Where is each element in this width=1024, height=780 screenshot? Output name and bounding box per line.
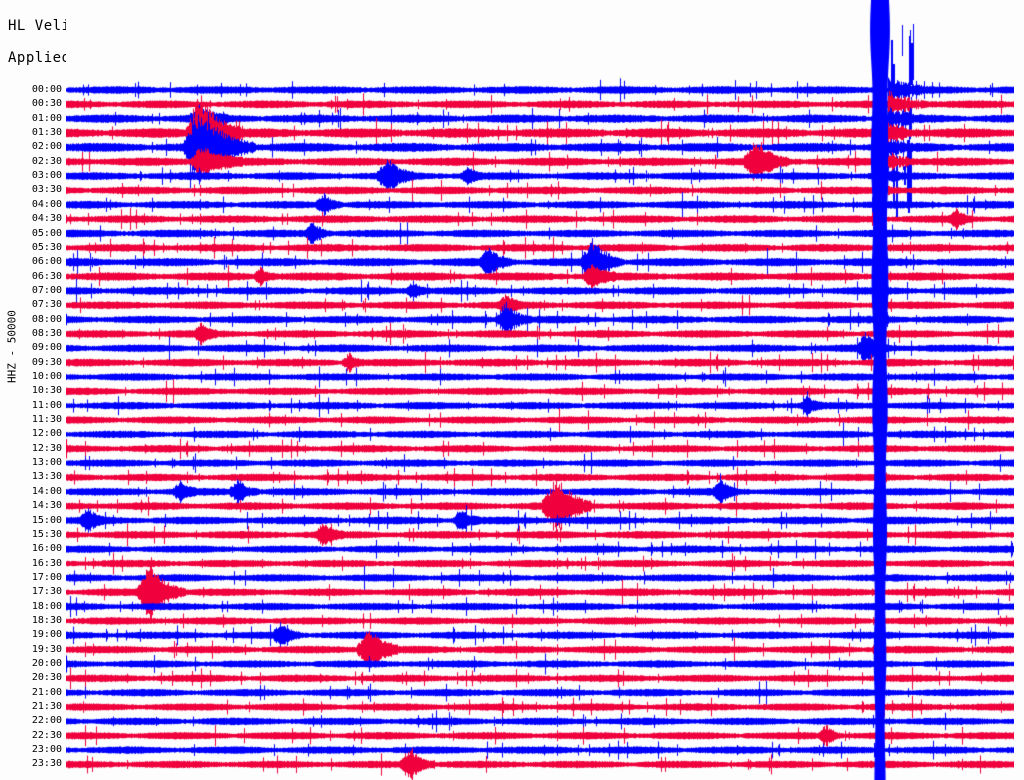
time-tick-label: 18:30 bbox=[31, 614, 62, 626]
time-tick-label: 14:30 bbox=[31, 500, 62, 512]
time-tick-label: 02:30 bbox=[31, 155, 62, 167]
time-tick-label: 05:30 bbox=[31, 241, 62, 253]
time-tick-label: 12:00 bbox=[31, 428, 62, 440]
time-tick-label: 02:00 bbox=[31, 141, 62, 153]
time-tick-label: 06:30 bbox=[31, 270, 62, 282]
time-tick-label: 19:30 bbox=[31, 643, 62, 655]
time-tick-label: 21:00 bbox=[31, 686, 62, 698]
time-tick-label: 11:00 bbox=[31, 399, 62, 411]
time-tick-label: 14:00 bbox=[31, 485, 62, 497]
time-tick-label: 00:30 bbox=[31, 98, 62, 110]
time-tick-label: 01:00 bbox=[31, 112, 62, 124]
time-tick-label: 12:30 bbox=[31, 442, 62, 454]
time-tick-label: 23:00 bbox=[31, 744, 62, 756]
time-tick-label: 23:30 bbox=[31, 758, 62, 770]
time-tick-label: 06:00 bbox=[31, 256, 62, 268]
time-tick-label: 22:00 bbox=[31, 715, 62, 727]
time-tick-label: 08:30 bbox=[31, 327, 62, 339]
time-tick-label: 13:30 bbox=[31, 471, 62, 483]
time-tick-label: 17:00 bbox=[31, 571, 62, 583]
time-tick-label: 10:30 bbox=[31, 385, 62, 397]
time-tick-label: 19:00 bbox=[31, 629, 62, 641]
time-tick-label: 09:00 bbox=[31, 342, 62, 354]
time-tick-label: 04:00 bbox=[31, 198, 62, 210]
time-tick-label: 03:30 bbox=[31, 184, 62, 196]
time-tick-label: 07:30 bbox=[31, 299, 62, 311]
time-tick-label: 05:00 bbox=[31, 227, 62, 239]
time-tick-label: 15:00 bbox=[31, 514, 62, 526]
time-tick-label: 13:00 bbox=[31, 457, 62, 469]
time-tick-label: 17:30 bbox=[31, 586, 62, 598]
seismogram-canvas bbox=[66, 0, 1014, 780]
time-tick-label: 04:30 bbox=[31, 213, 62, 225]
time-tick-label: 16:00 bbox=[31, 543, 62, 555]
time-tick-label: 01:30 bbox=[31, 127, 62, 139]
time-tick-label: 18:00 bbox=[31, 600, 62, 612]
time-tick-label: 20:30 bbox=[31, 672, 62, 684]
time-axis: 00:00 00:30 01:00 01:30 02:00 02:30 03:00 03:30… bbox=[0, 0, 64, 780]
time-tick-label: 00:00 bbox=[31, 84, 62, 95]
time-tick-label: 20:00 bbox=[31, 658, 62, 669]
seismogram-plot bbox=[66, 0, 1014, 780]
time-tick-label: 08:00 bbox=[31, 313, 62, 325]
time-tick-label: 10:00 bbox=[31, 371, 62, 382]
time-tick-label: 22:30 bbox=[31, 729, 62, 741]
time-tick-label: 16:30 bbox=[31, 557, 62, 569]
time-tick-label: 15:30 bbox=[31, 528, 62, 540]
time-tick-label: 07:00 bbox=[31, 284, 62, 296]
time-tick-label: 03:00 bbox=[31, 170, 62, 182]
time-tick-label: 11:30 bbox=[31, 414, 62, 426]
time-tick-label: 09:30 bbox=[31, 356, 62, 368]
time-tick-label: 21:30 bbox=[31, 701, 62, 713]
